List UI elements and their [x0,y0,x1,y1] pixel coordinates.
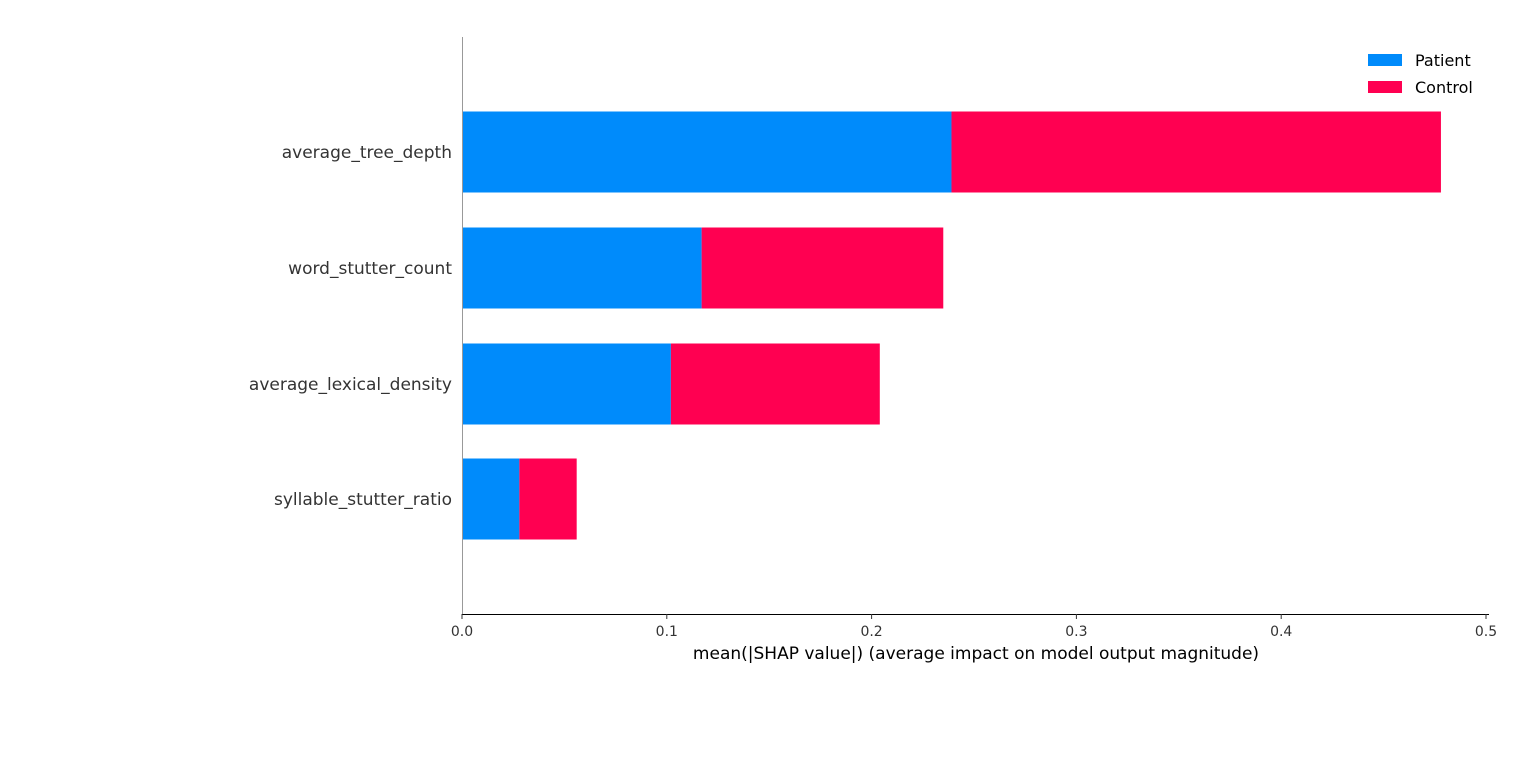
x-tick-label: 0.2 [860,624,882,640]
category-label-average-lexical-density: average_lexical_density [249,375,452,395]
bar-control-average-lexical-density [670,343,880,425]
x-tick-label: 0.3 [1065,624,1087,640]
x-axis-title: mean(|SHAP value|) (average impact on mo… [693,644,1259,664]
x-ticks-layer: 0.0 0.1 0.2 0.3 0.4 0.5 [451,614,1497,640]
bar-patient-average-tree-depth [462,111,952,193]
bar-control-average-tree-depth [951,111,1441,193]
bar-patient-syllable-stutter-ratio [462,458,520,540]
legend-label-patient: Patient [1415,51,1471,70]
x-tick-label: 0.0 [451,624,473,640]
bar-patient-word-stutter-count [462,227,702,309]
x-tick-label: 0.4 [1270,624,1292,640]
legend: Patient Control [1368,51,1473,97]
x-tick-label: 0.5 [1475,624,1497,640]
legend-swatch-control [1368,81,1402,93]
category-label-average-tree-depth: average_tree_depth [282,143,452,163]
legend-label-control: Control [1415,78,1473,97]
bars-layer [462,111,1441,540]
category-label-word-stutter-count: word_stutter_count [288,259,452,279]
legend-swatch-patient [1368,54,1402,66]
x-tick-label: 0.1 [656,624,678,640]
category-labels-layer: average_tree_depth word_stutter_countaver… [249,143,452,510]
bar-control-word-stutter-count [701,227,944,309]
category-label-syllable-stutter-ratio: syllable_stutter_ratio [274,490,452,510]
bar-control-syllable-stutter-ratio [519,458,577,540]
bar-patient-average-lexical-density [462,343,671,425]
axes-layer [462,37,1489,615]
